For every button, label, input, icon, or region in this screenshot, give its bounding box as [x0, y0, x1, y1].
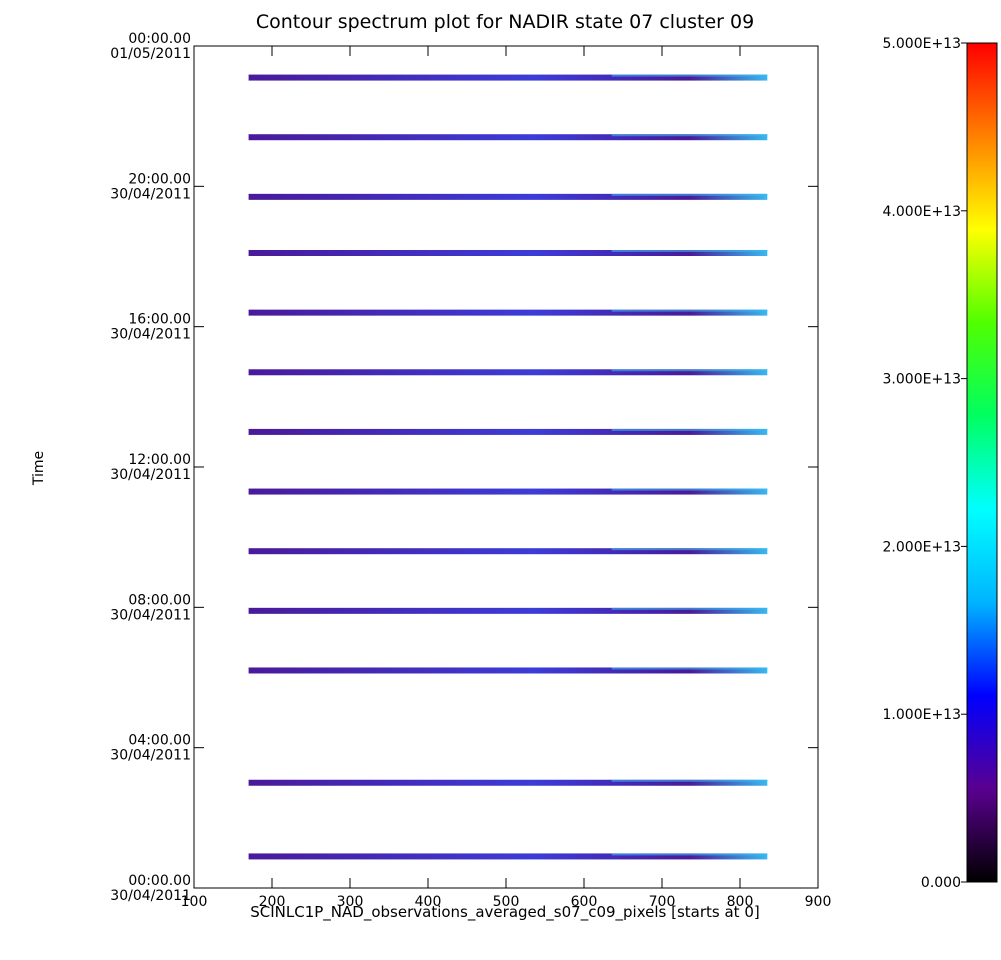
colorbar-tick-label: 5.000E+13: [883, 36, 961, 52]
x-axis-label: SCINLC1P_NAD_observations_averaged_s07_c…: [250, 903, 759, 922]
colorbar-tick-label: 0.000: [921, 875, 961, 891]
colorbar-gradient: [966, 42, 998, 883]
orbit-band: [248, 428, 768, 435]
y-axis-label: Time: [31, 451, 47, 486]
x-tick-label: 100: [181, 894, 208, 910]
colorbar-tick-label: 2.000E+13: [883, 539, 961, 555]
y-tick-time-label: 08:00.00: [128, 592, 191, 608]
y-tick-time-label: 00:00.00: [128, 873, 191, 889]
y-tick-date-label: 30/04/2011: [110, 607, 191, 623]
y-tick-time-label: 12:00.00: [128, 452, 191, 468]
orbit-band: [248, 488, 768, 495]
x-tick-label: 900: [805, 894, 832, 910]
y-tick-date-label: 01/05/2011: [110, 46, 191, 62]
orbit-band: [248, 779, 768, 786]
colorbar: 0.000 1.000E+13 2.000E+13 3.000E+13 4.000E+1…: [883, 36, 998, 891]
x-tick-label: 700: [649, 894, 676, 910]
y-tick-date-label: 30/04/2011: [110, 467, 191, 483]
orbit-band: [248, 548, 768, 555]
x-tick-label: 500: [493, 894, 520, 910]
x-tick-label: 600: [571, 894, 598, 910]
orbit-band: [248, 193, 768, 200]
colorbar-tick-label: 1.000E+13: [883, 707, 961, 723]
orbit-band: [248, 134, 768, 141]
orbit-band: [248, 607, 768, 614]
y-tick-date-label: 30/04/2011: [110, 327, 191, 343]
y-tick-time-label: 00:00.00: [128, 31, 191, 47]
chart-title: Contour spectrum plot for NADIR state 07…: [256, 11, 754, 33]
plot-frame: [193, 45, 819, 889]
x-tick-label: 400: [415, 894, 442, 910]
x-tick-label: 200: [259, 894, 286, 910]
colorbar-tick-label: 4.000E+13: [883, 204, 961, 220]
y-tick-time-label: 16:00.00: [128, 312, 191, 328]
y-tick-date-label: 30/04/2011: [110, 888, 191, 904]
orbit-band: [248, 667, 768, 674]
plot-area: 100 200 300 400 500 600 700 800 90000:00.0030/04…: [110, 31, 831, 910]
orbit-band: [248, 853, 768, 860]
orbit-band: [248, 249, 768, 256]
orbit-band: [248, 74, 768, 81]
orbit-bands: [248, 74, 768, 860]
y-tick-time-label: 04:00.00: [128, 733, 191, 749]
orbit-band: [248, 309, 768, 316]
y-tick-date-label: 30/04/2011: [110, 186, 191, 202]
x-tick-label: 300: [337, 894, 364, 910]
x-tick-label: 800: [727, 894, 754, 910]
orbit-band: [248, 369, 768, 376]
y-tick-date-label: 30/04/2011: [110, 748, 191, 764]
colorbar-tick-label: 3.000E+13: [883, 372, 961, 388]
y-tick-time-label: 20:00.00: [128, 171, 191, 187]
